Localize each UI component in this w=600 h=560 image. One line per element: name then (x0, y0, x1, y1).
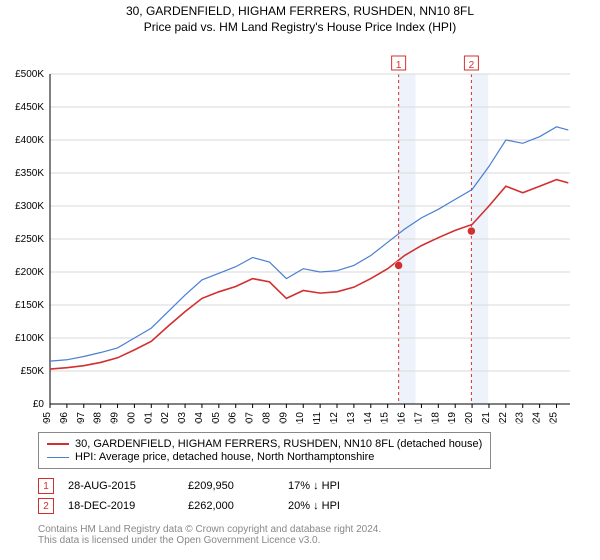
svg-text:£50K: £50K (21, 366, 45, 377)
footer-attribution: Contains HM Land Registry data © Crown c… (38, 524, 381, 546)
svg-text:2006: 2006 (228, 412, 239, 424)
sale-marker-icon: 2 (38, 498, 54, 514)
svg-text:2021: 2021 (481, 412, 492, 424)
svg-text:2015: 2015 (380, 412, 391, 424)
svg-text:£100K: £100K (15, 333, 44, 344)
svg-text:2002: 2002 (160, 412, 171, 424)
chart-svg: 1 2 £0 £50K £100K £150K £200K £250K £300K £350K £4… (0, 34, 600, 424)
svg-text:2007: 2007 (245, 412, 256, 424)
svg-text:1998: 1998 (93, 412, 104, 424)
chart-titles: 30, GARDENFIELD, HIGHAM FERRERS, RUSHDEN… (0, 0, 600, 34)
svg-text:2014: 2014 (363, 412, 374, 424)
legend-label: HPI: Average price, detached house, Nort… (75, 451, 374, 463)
svg-text:2000: 2000 (126, 412, 137, 424)
sale-price: £209,950 (188, 480, 288, 492)
title-line1: 30, GARDENFIELD, HIGHAM FERRERS, RUSHDEN… (0, 4, 600, 18)
sale-date: 18-DEC-2019 (68, 500, 188, 512)
svg-text:1996: 1996 (59, 412, 70, 424)
svg-text:2: 2 (469, 60, 475, 71)
chart-container: 30, GARDENFIELD, HIGHAM FERRERS, RUSHDEN… (0, 0, 600, 560)
svg-text:£0: £0 (33, 399, 45, 410)
sale-date: 28-AUG-2015 (68, 480, 188, 492)
sale-point (467, 227, 475, 235)
svg-text:1995: 1995 (42, 412, 53, 424)
legend-row: 30, GARDENFIELD, HIGHAM FERRERS, RUSHDEN… (47, 438, 482, 450)
svg-text:2025: 2025 (548, 412, 559, 424)
sale-row: 1 28-AUG-2015£209,95017% ↓ HPI (38, 476, 408, 496)
title-line2: Price paid vs. HM Land Registry's House … (0, 20, 600, 34)
svg-text:2020: 2020 (464, 412, 475, 424)
sale-diff: 17% ↓ HPI (288, 480, 408, 492)
footer-line1: Contains HM Land Registry data © Crown c… (38, 524, 381, 535)
sale-point (395, 261, 403, 269)
svg-text:2001: 2001 (143, 412, 154, 424)
svg-text:2008: 2008 (261, 412, 272, 424)
legend-swatch (47, 443, 69, 445)
svg-text:2019: 2019 (447, 412, 458, 424)
svg-text:£150K: £150K (15, 300, 44, 311)
legend-row: HPI: Average price, detached house, Nort… (47, 451, 482, 463)
svg-text:£350K: £350K (15, 168, 44, 179)
svg-text:£250K: £250K (15, 234, 44, 245)
svg-text:2018: 2018 (430, 412, 441, 424)
svg-text:1997: 1997 (76, 412, 87, 424)
svg-text:2012: 2012 (329, 412, 340, 424)
legend: 30, GARDENFIELD, HIGHAM FERRERS, RUSHDEN… (38, 432, 491, 469)
legend-swatch (47, 457, 69, 458)
svg-text:£200K: £200K (15, 267, 44, 278)
svg-text:1: 1 (396, 60, 402, 71)
svg-text:2005: 2005 (211, 412, 222, 424)
svg-text:2003: 2003 (177, 412, 188, 424)
svg-text:£450K: £450K (15, 102, 44, 113)
svg-text:2024: 2024 (532, 412, 543, 424)
svg-text:2013: 2013 (346, 412, 357, 424)
sale-marker-icon: 1 (38, 478, 54, 494)
svg-text:2017: 2017 (413, 412, 424, 424)
svg-text:2023: 2023 (515, 412, 526, 424)
sale-row: 2 18-DEC-2019£262,00020% ↓ HPI (38, 496, 408, 516)
svg-text:1999: 1999 (110, 412, 121, 424)
footer-line2: This data is licensed under the Open Gov… (38, 535, 381, 546)
svg-text:2004: 2004 (194, 412, 205, 424)
svg-text:£500K: £500K (15, 69, 44, 80)
svg-text:2011: 2011 (312, 412, 323, 424)
sale-diff: 20% ↓ HPI (288, 500, 408, 512)
legend-label: 30, GARDENFIELD, HIGHAM FERRERS, RUSHDEN… (75, 438, 482, 450)
sale-price: £262,000 (188, 500, 288, 512)
svg-text:2010: 2010 (295, 412, 306, 424)
svg-text:2016: 2016 (397, 412, 408, 424)
svg-text:£400K: £400K (15, 135, 44, 146)
svg-text:2022: 2022 (498, 412, 509, 424)
sales-table: 1 28-AUG-2015£209,95017% ↓ HPI 2 18-DEC-201… (38, 476, 408, 516)
svg-text:£300K: £300K (15, 201, 44, 212)
svg-text:2009: 2009 (278, 412, 289, 424)
